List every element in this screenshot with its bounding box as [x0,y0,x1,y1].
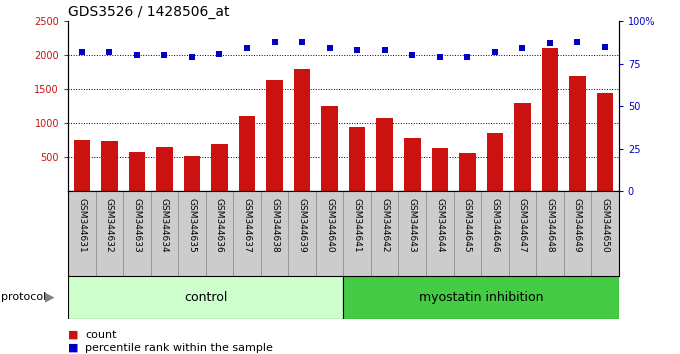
Bar [239,116,255,191]
Text: GSM344633: GSM344633 [133,198,141,253]
Text: GSM344632: GSM344632 [105,198,114,253]
Bar [404,138,420,191]
Text: control: control [184,291,227,304]
Point [324,46,335,51]
Bar [487,133,503,191]
Text: ■: ■ [68,330,78,339]
FancyBboxPatch shape [68,276,343,319]
Bar [349,127,365,191]
Text: GSM344646: GSM344646 [490,198,499,253]
Point [600,44,611,50]
Point [572,39,583,45]
Bar [542,48,558,191]
Point [462,54,473,60]
Text: ▶: ▶ [45,291,54,304]
Text: GSM344649: GSM344649 [573,198,582,253]
Bar [514,103,530,191]
Text: GSM344641: GSM344641 [353,198,362,253]
Point [241,46,252,51]
Bar [267,80,283,191]
Text: GSM344643: GSM344643 [408,198,417,253]
Bar [184,156,200,191]
Point [131,52,142,58]
Text: ■: ■ [68,343,78,353]
Point [159,52,170,58]
Text: GSM344635: GSM344635 [188,198,197,253]
Bar [294,69,310,191]
Text: GSM344640: GSM344640 [325,198,334,253]
Text: count: count [85,330,116,339]
Text: GSM344638: GSM344638 [270,198,279,253]
Text: GSM344647: GSM344647 [518,198,527,253]
Text: GSM344650: GSM344650 [600,198,609,253]
Bar [569,76,585,191]
Point [545,40,556,46]
Point [296,39,307,45]
FancyBboxPatch shape [343,276,619,319]
Point [490,49,500,55]
Point [214,51,225,56]
Bar [432,148,448,191]
Text: GSM344642: GSM344642 [380,198,389,252]
Bar [73,139,90,191]
Point [269,39,280,45]
Text: GSM344634: GSM344634 [160,198,169,253]
Text: GSM344648: GSM344648 [545,198,554,253]
Bar [322,106,338,191]
Point [186,54,197,60]
Text: GDS3526 / 1428506_at: GDS3526 / 1428506_at [68,5,230,18]
Text: GSM344644: GSM344644 [435,198,444,252]
Bar [459,153,475,191]
Point [379,47,390,53]
Point [435,54,445,60]
Text: protocol: protocol [1,292,46,302]
Bar [211,144,228,191]
Point [104,49,115,55]
Bar [101,141,118,191]
Bar [597,93,613,191]
Text: GSM344631: GSM344631 [78,198,86,253]
Point [407,52,418,58]
Text: GSM344639: GSM344639 [298,198,307,253]
Text: GSM344636: GSM344636 [215,198,224,253]
Bar [377,118,393,191]
Point [517,46,528,51]
Point [352,47,362,53]
Text: percentile rank within the sample: percentile rank within the sample [85,343,273,353]
Text: myostatin inhibition: myostatin inhibition [419,291,543,304]
Text: GSM344645: GSM344645 [463,198,472,253]
Bar [156,147,173,191]
Point [76,49,87,55]
Text: GSM344637: GSM344637 [243,198,252,253]
Bar [129,152,145,191]
